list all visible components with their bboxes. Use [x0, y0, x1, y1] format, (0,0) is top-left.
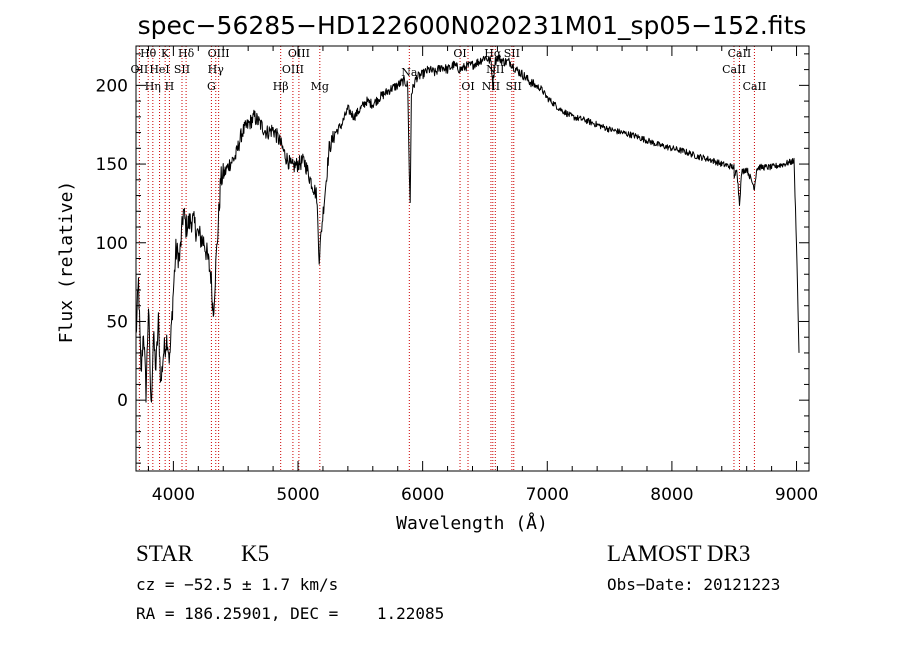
emission-line-markers	[138, 46, 755, 471]
line-label-6: SII	[174, 63, 190, 76]
line-label-8: G	[207, 80, 216, 93]
line-label-19: Hα	[484, 47, 502, 60]
emission-line-labels: Hθ OII Hη HeI K H SII Hδ G Hγ OIII Hβ OIII OIII Mg Na OI…	[131, 47, 767, 93]
line-label-3: HeI	[149, 63, 169, 76]
y-axis-label: Flux (relative)	[56, 181, 77, 344]
line-label-16: OI	[453, 47, 466, 60]
line-label-0: Hθ	[140, 47, 157, 60]
line-label-12: OIII	[282, 63, 304, 76]
y-tick-label-150: 150	[96, 155, 128, 175]
y-tick-label-50: 50	[106, 312, 128, 332]
coordinates: RA = 186.25901, DEC = 1.22085	[136, 604, 445, 623]
line-label-4: K	[161, 47, 170, 60]
y-tick-label-0: 0	[117, 391, 128, 411]
subclass: K5	[241, 541, 270, 566]
y-tick-label-100: 100	[96, 234, 128, 254]
line-label-15: Na	[401, 66, 418, 79]
line-label-18: NII	[482, 80, 500, 93]
line-label-1: OII	[131, 63, 149, 76]
line-label-14: Mg	[311, 80, 329, 93]
line-label-10: OIII	[208, 47, 230, 60]
line-label-24: CaII	[728, 47, 752, 60]
line-label-21: SII	[504, 47, 520, 60]
line-label-13: OIII	[288, 47, 310, 60]
redshift-velocity: cz = −52.5 ± 1.7 km/s	[136, 575, 339, 594]
line-label-7: Hδ	[178, 47, 195, 60]
x-axis-label: Wavelength (Å)	[396, 512, 548, 534]
x-tick-label-9000: 9000	[775, 485, 818, 505]
line-label-17: OI	[461, 80, 474, 93]
x-tick-label-8000: 8000	[650, 485, 693, 505]
line-label-22: SII	[506, 80, 522, 93]
object-type: STAR	[136, 541, 193, 566]
axes: 4000 5000 6000 7000 8000 9000 0 50 100 150 200	[96, 46, 818, 505]
plot-frame	[135, 45, 810, 472]
spectrum-series	[135, 54, 800, 403]
obs-date: Obs−Date: 20121223	[607, 575, 781, 594]
line-label-9: Hγ	[208, 63, 225, 76]
x-tick-label-4000: 4000	[152, 485, 195, 505]
chart-title: spec−56285−HD122600N020231M01_sp05−152.f…	[138, 11, 807, 40]
line-label-20: NII	[486, 63, 504, 76]
survey-name: LAMOST DR3	[607, 541, 751, 566]
x-tick-label-7000: 7000	[526, 485, 569, 505]
x-tick-label-6000: 6000	[401, 485, 444, 505]
x-tick-label-5000: 5000	[276, 485, 319, 505]
line-label-5: H	[165, 80, 175, 93]
line-label-23: CaII	[722, 63, 746, 76]
y-tick-label-200: 200	[96, 76, 128, 96]
line-label-2: Hη	[145, 80, 161, 93]
spectrum-line	[135, 54, 800, 403]
line-label-11: Hβ	[273, 80, 289, 93]
line-label-25: CaII	[743, 80, 767, 93]
